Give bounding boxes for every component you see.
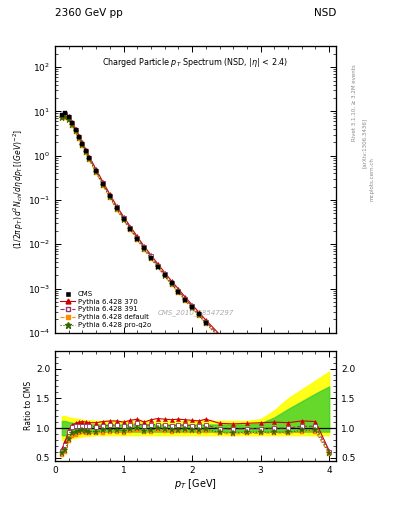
Text: NSD: NSD [314, 8, 336, 18]
Legend: CMS, Pythia 6.428 370, Pythia 6.428 391, Pythia 6.428 default, Pythia 6.428 pro-: CMS, Pythia 6.428 370, Pythia 6.428 391,… [59, 290, 152, 329]
X-axis label: $p_T$ [GeV]: $p_T$ [GeV] [174, 477, 217, 492]
Text: Rivet 3.1.10, ≥ 3.2M events: Rivet 3.1.10, ≥ 3.2M events [352, 64, 357, 141]
Text: mcplots.cern.ch: mcplots.cern.ch [369, 157, 375, 201]
Text: 2360 GeV pp: 2360 GeV pp [55, 8, 123, 18]
Text: CMS_2010_S8547297: CMS_2010_S8547297 [157, 309, 234, 315]
Y-axis label: $(1/2\pi\,p_T)\,d^2N_{ch}/d\eta\,dp_T\,[(GeV)^{-2}]$: $(1/2\pi\,p_T)\,d^2N_{ch}/d\eta\,dp_T\,[… [12, 130, 26, 249]
Text: [arXiv:1306.3436]: [arXiv:1306.3436] [362, 118, 367, 168]
Y-axis label: Ratio to CMS: Ratio to CMS [24, 381, 33, 430]
Text: Charged Particle $p_T$ Spectrum (NSD, $|\eta|$ < 2.4): Charged Particle $p_T$ Spectrum (NSD, $|… [102, 56, 289, 69]
